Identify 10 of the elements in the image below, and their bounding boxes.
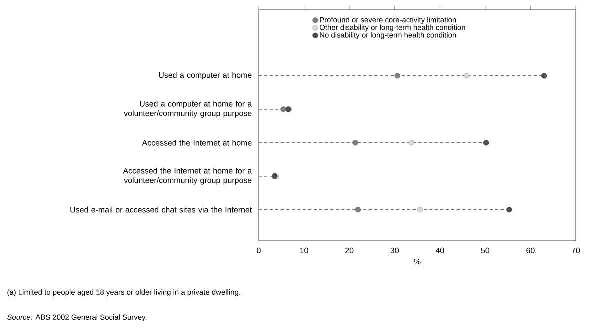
point bbox=[352, 140, 358, 146]
point bbox=[394, 73, 400, 79]
point bbox=[280, 106, 286, 112]
point bbox=[355, 207, 362, 213]
point bbox=[541, 73, 548, 79]
point bbox=[408, 140, 414, 146]
point bbox=[506, 207, 512, 213]
point bbox=[417, 207, 424, 213]
point bbox=[464, 73, 470, 79]
point bbox=[483, 140, 490, 146]
